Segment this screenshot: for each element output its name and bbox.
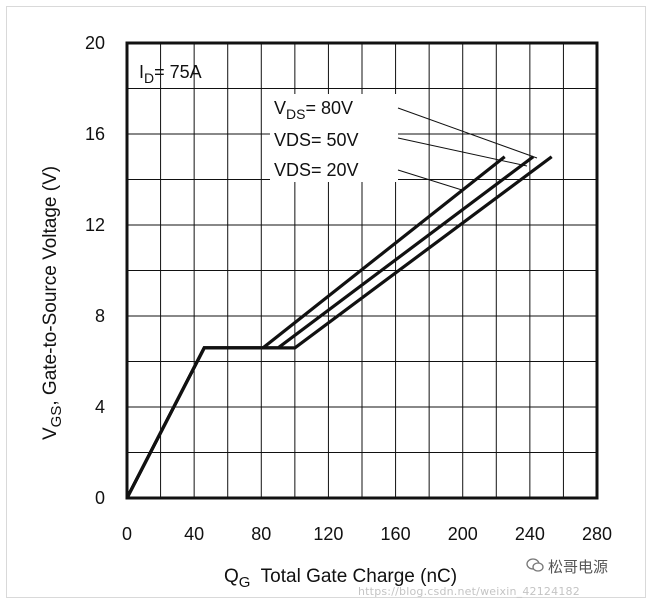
x-tick-label: 160 (381, 524, 411, 544)
series-label-50v: VDS= 50V (274, 130, 359, 150)
series-lines (125, 155, 553, 499)
y-tick-label: 8 (95, 306, 105, 326)
wechat-icon (526, 558, 544, 572)
x-tick-label: 40 (184, 524, 204, 544)
chart-frame (6, 6, 646, 598)
leader-line-20v (397, 169, 463, 191)
y-tick-label: 4 (95, 397, 105, 417)
x-tick-labels: 0 40 80 120 160 200 240 280 (122, 524, 612, 544)
x-axis-title: QG Total Gate Charge (nC) (224, 566, 457, 591)
series-line-50v (125, 155, 535, 499)
leader-line-50v (397, 137, 528, 167)
y-tick-label: 0 (95, 488, 105, 508)
series-labels: VDS= 80V VDS= 50V VDS= 20V (270, 94, 538, 191)
id-annotation: ID= 75A (139, 62, 202, 86)
x-tick-label: 280 (582, 524, 612, 544)
y-tick-label: 12 (85, 215, 105, 235)
leader-line-80v (397, 107, 538, 159)
plot-border (125, 41, 599, 500)
y-tick-label: 20 (85, 33, 105, 53)
series-line-20v (125, 155, 506, 499)
y-tick-label: 16 (85, 124, 105, 144)
watermark-brand: 松哥电源 (548, 558, 609, 576)
series-label-80v: VDS= 80V (274, 98, 353, 122)
x-tick-label: 240 (515, 524, 545, 544)
x-tick-label: 0 (122, 524, 132, 544)
watermark-url: https://blog.csdn.net/weixin_42124182 (358, 585, 580, 598)
x-tick-label: 80 (251, 524, 271, 544)
y-axis-title: VGS, Gate-to-Source Voltage (V) (40, 166, 65, 440)
series-line-80v (125, 155, 553, 499)
x-tick-label: 200 (448, 524, 478, 544)
x-tick-label: 120 (313, 524, 343, 544)
y-tick-labels: 0 4 8 12 16 20 (85, 33, 105, 508)
series-label-20v: VDS= 20V (274, 160, 359, 180)
